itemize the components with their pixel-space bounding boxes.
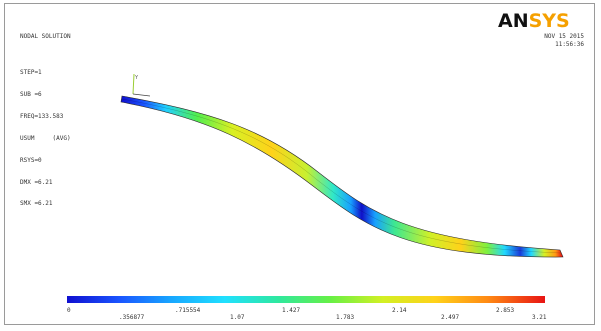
legend-label: 3.21 (532, 314, 547, 321)
legend-label: .715554 (175, 307, 201, 314)
legend-label: 1.427 (282, 307, 301, 314)
ansys-logo: ANSYS (498, 10, 570, 32)
legend-label: 2.497 (441, 314, 460, 321)
info-line: SUB =6 (20, 90, 42, 98)
info-line: FREQ=133.583 (20, 112, 64, 120)
legend-label: 0 (67, 307, 71, 314)
info-line: NODAL SOLUTION (20, 32, 71, 40)
solution-info-block: NODAL SOLUTION STEP=1 SUB =6 FREQ=133.58… (20, 18, 71, 215)
contour-legend-bar (67, 296, 545, 303)
coordinate-triad-icon: Y (132, 73, 151, 97)
beam-edge-highlight (121, 98, 562, 254)
date-label: NOV 15 2015 (544, 33, 584, 40)
info-line: STEP=1 (20, 69, 42, 77)
svg-text:Y: Y (135, 75, 138, 81)
legend-label: 1.07 (230, 314, 245, 321)
info-line: DMX =6.21 (20, 178, 53, 186)
info-line: SMX =6.21 (20, 200, 53, 208)
info-line: RSYS=0 (20, 156, 42, 164)
info-line: USUM (AVG) (20, 134, 71, 142)
deformed-beam-shape (120, 95, 564, 258)
legend-label: .356877 (119, 314, 145, 321)
timestamp: NOV 15 2015 11:56:36 (512, 33, 584, 49)
time-label: 11:56:36 (555, 41, 584, 48)
logo-text-an: AN (498, 10, 529, 32)
logo-text-sys: SYS (528, 10, 570, 32)
legend-label: 2.853 (496, 307, 515, 314)
legend-label: 2.14 (392, 307, 407, 314)
legend-label: 1.783 (336, 314, 355, 321)
